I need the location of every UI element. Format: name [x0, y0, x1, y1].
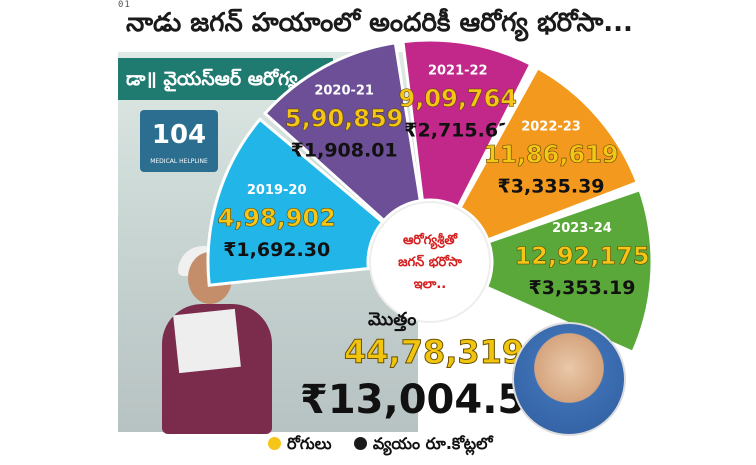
segment-2021-22 [401, 38, 533, 209]
patients-value-2022-23: 11,86,619 [483, 140, 618, 168]
total-label: మొత్తం [368, 309, 417, 330]
expense-value-2019-20: ₹1,692.30 [223, 239, 330, 261]
total-patients: 44,78,319 [343, 333, 525, 372]
expense-value-2022-23: ₹3,335.39 [498, 175, 605, 197]
helpline-badge: 104 MEDICAL HELPLINE [140, 110, 218, 172]
legend-patients-dot [268, 437, 281, 450]
total-expense: ₹13,004.51 [300, 377, 554, 423]
year-label-2023-24: 2023-24 [552, 221, 612, 236]
portrait-photo [512, 322, 626, 436]
expense-value-2020-21: ₹1,908.01 [291, 140, 398, 162]
expense-value-2021-22: ₹2,715.62 [404, 119, 511, 141]
patients-value-2020-21: 5,90,859 [285, 105, 403, 133]
center-text-line-2: జగన్ భరోసా [398, 254, 462, 270]
corner-tag: 01 [118, 0, 131, 10]
segment-2022-23 [458, 65, 640, 242]
headline: నాడు జగన్ హయాంలో అందరికీ ఆరోగ్య భరోసా... [126, 8, 633, 38]
year-label-2019-20: 2019-20 [247, 183, 307, 198]
patients-value-2021-22: 9,09,764 [399, 84, 517, 112]
helpline-number: 104 [151, 120, 207, 150]
segment-2019-20 [206, 117, 385, 287]
legend-expense-dot [353, 437, 367, 450]
center-text-line-1: ఆరోగ్యశ్రీతో [403, 232, 458, 250]
year-label-2020-21: 2020-21 [314, 84, 374, 99]
year-label-2022-23: 2022-23 [521, 119, 581, 134]
year-label-2021-22: 2021-22 [428, 63, 488, 78]
expense-value-2023-24: ₹3,353.19 [529, 277, 636, 299]
segment-2023-24 [484, 187, 654, 355]
legend-expense-label: వ్యయం రూ.కోట్లలో [372, 434, 493, 453]
legend: రోగులు వ్యయం రూ.కోట్లలో [268, 434, 493, 457]
center-circle [369, 201, 491, 323]
helpline-caption: MEDICAL HELPLINE [150, 158, 208, 165]
patients-value-2023-24: 12,92,175 [514, 242, 649, 270]
center-text-line-3: ఇలా.. [414, 277, 446, 292]
legend-patients-label: రోగులు [287, 434, 332, 453]
patients-value-2019-20: 4,98,902 [217, 204, 335, 232]
segment-2020-21 [262, 41, 423, 223]
